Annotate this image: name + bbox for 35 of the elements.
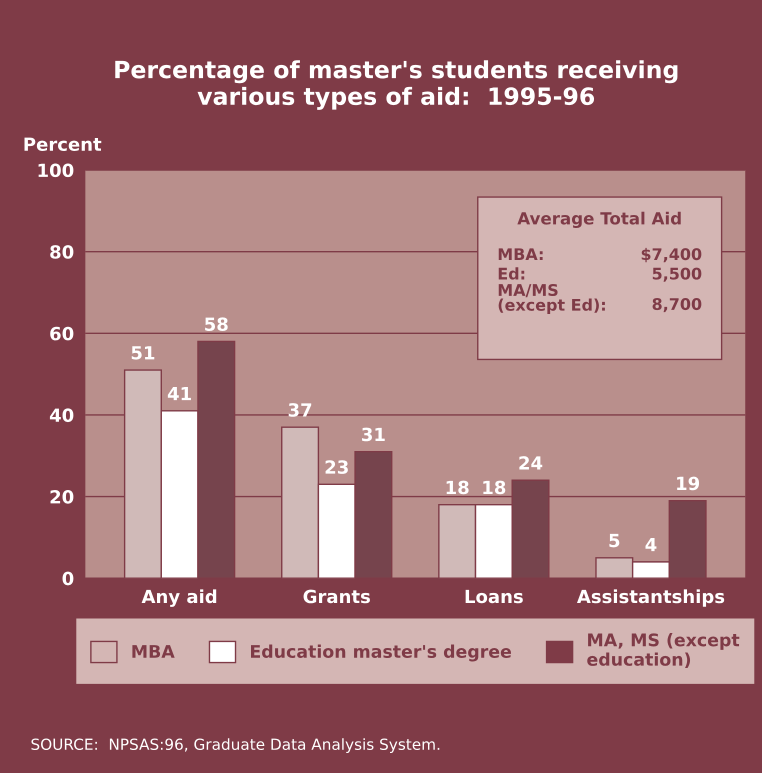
- y-tick-label: 60: [50, 326, 74, 340]
- source-note: SOURCE: NPSAS:96, Graduate Data Analysis System.: [31, 738, 440, 753]
- data-label: 24: [519, 456, 542, 470]
- y-tick-label: 80: [50, 245, 74, 259]
- data-label: 37: [288, 403, 312, 417]
- data-label: 18: [483, 480, 506, 494]
- annotation: Ed:: [498, 267, 524, 280]
- legend-label: Education master's degree: [251, 644, 512, 662]
- data-label: 51: [132, 346, 154, 360]
- x-tick-label: Assistantships: [576, 589, 724, 607]
- y-tick-label: 100: [38, 164, 74, 178]
- data-label: 58: [205, 317, 228, 332]
- data-label: 4: [645, 538, 656, 552]
- annotation: $7,400: [642, 248, 702, 262]
- annotation: 5,500: [652, 268, 702, 282]
- data-label: 5: [609, 534, 620, 548]
- data-label: 19: [677, 476, 700, 490]
- data-label: 18: [446, 480, 469, 494]
- y-tick-label: 20: [50, 490, 74, 504]
- x-tick-label: Grants: [304, 590, 370, 604]
- legend-label: MA, MS (except education): [587, 633, 740, 668]
- data-label: 41: [168, 387, 191, 400]
- y-axis-title: Percent: [24, 138, 102, 151]
- y-tick-label: 40: [50, 408, 74, 422]
- y-tick-label: 0: [62, 572, 74, 586]
- x-tick-label: Any aid: [142, 589, 216, 607]
- legend-label: MBA: [132, 645, 175, 658]
- annotation: MA/MS (except Ed):: [498, 284, 605, 314]
- data-label: 31: [362, 428, 385, 442]
- chart-title: Percentage of master's students receiving various types of aid: 1995-96: [115, 60, 678, 110]
- annotation: Average Total Aid: [517, 212, 681, 228]
- annotation: MBA:: [498, 248, 543, 260]
- x-tick-label: Loans: [466, 590, 523, 604]
- annotation: 8,700: [652, 298, 702, 312]
- data-label: 23: [326, 460, 348, 474]
